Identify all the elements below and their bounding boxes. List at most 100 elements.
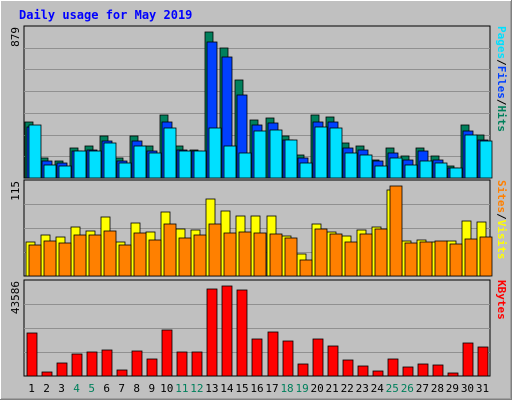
x-tick-label-15: 15 <box>235 382 248 395</box>
bar-kbytes-day-5: KBytes 5: 11500 <box>86 351 98 377</box>
bar-sites-day-6: Sites 6: 58 <box>103 230 117 277</box>
x-tick-label-29: 29 <box>446 382 459 395</box>
bar-sites-day-17: Sites 17: 54 <box>269 233 283 277</box>
bar-sites-day-20: Sites 20: 60 <box>314 228 328 277</box>
bar-pages-day-16: Pages 16: 280 <box>253 130 267 179</box>
x-tick-label-9: 9 <box>148 382 155 395</box>
bar-kbytes-day-1: KBytes 1: 21000 <box>26 332 38 377</box>
bar-sites-day-8: Sites 8: 55 <box>133 232 147 277</box>
bar-pages-day-15: Pages 15: 150 <box>238 152 252 179</box>
bar-sites-day-11: Sites 11: 48 <box>178 237 192 277</box>
x-tick-label-23: 23 <box>356 382 369 395</box>
legend-visits: Visits <box>495 220 508 260</box>
bar-pages-day-18: Pages 18: 230 <box>284 139 298 179</box>
bar-kbytes-day-25: KBytes 25: 8300 <box>387 358 399 377</box>
legend-visits-sites: Sites/Visits <box>495 180 508 260</box>
bar-sites-day-5: Sites 5: 52 <box>88 234 102 277</box>
legend-separator: / <box>495 99 508 106</box>
bar-kbytes-day-30: KBytes 30: 16000 <box>462 342 474 377</box>
x-tick-label-22: 22 <box>341 382 354 395</box>
bar-pages-day-26: Pages 26: 80 <box>404 164 418 179</box>
legend-separator: / <box>495 213 508 220</box>
bar-pages-day-14: Pages 14: 190 <box>223 145 237 179</box>
bar-pages-day-30: Pages 30: 260 <box>464 134 478 179</box>
panel-visits-sites: 115Visits 1: 44Visits 2: 52Visits 3: 50V… <box>9 179 508 277</box>
bar-kbytes-day-14: KBytes 14: 43500 <box>221 285 233 377</box>
bar-pages-day-2: Pages 2: 80 <box>43 164 57 179</box>
bar-kbytes-day-8: KBytes 8: 12000 <box>131 350 143 377</box>
bar-kbytes-day-22: KBytes 22: 7600 <box>342 359 354 377</box>
bar-sites-day-30: Sites 30: 47 <box>464 238 478 277</box>
x-tick-label-8: 8 <box>133 382 140 395</box>
bar-pages-day-8: Pages 8: 190 <box>133 145 147 179</box>
bar-pages-day-20: Pages 20: 310 <box>314 126 328 179</box>
bar-sites-day-2: Sites 2: 45 <box>43 240 57 277</box>
bar-pages-day-31: Pages 31: 220 <box>479 140 493 179</box>
bar-pages-day-11: Pages 11: 160 <box>178 150 192 179</box>
bar-kbytes-day-28: KBytes 28: 5500 <box>432 364 444 377</box>
bar-kbytes-day-2: KBytes 2: 2000 <box>41 371 53 377</box>
legend-hits-files-pages: Pages/Files/Hits <box>495 26 508 132</box>
bar-pages-day-17: Pages 17: 290 <box>269 129 283 179</box>
bar-sites-day-10: Sites 10: 66 <box>163 223 177 277</box>
bar-sites-day-21: Sites 21: 54 <box>329 233 343 277</box>
y-max-label: 43586 <box>9 281 22 314</box>
bar-kbytes-day-9: KBytes 9: 8000 <box>146 358 158 377</box>
bar-pages-day-25: Pages 25: 120 <box>389 157 403 179</box>
bar-kbytes-day-4: KBytes 4: 10500 <box>71 353 83 377</box>
bar-pages-day-6: Pages 6: 210 <box>103 142 117 179</box>
legend-kbytes: KBytes <box>495 280 508 320</box>
x-tick-label-10: 10 <box>160 382 173 395</box>
bar-sites-day-14: Sites 14: 55 <box>223 232 237 277</box>
bar-kbytes-day-16: KBytes 16: 17700 <box>251 338 263 377</box>
legend-sites: Sites <box>495 180 508 213</box>
bar-kbytes-day-13: KBytes 13: 42000 <box>206 288 218 377</box>
x-tick-label-16: 16 <box>250 382 263 395</box>
bar-kbytes-day-26: KBytes 26: 4200 <box>402 366 414 377</box>
bar-pages-day-7: Pages 7: 90 <box>118 162 132 179</box>
bar-sites-day-7: Sites 7: 40 <box>118 244 132 277</box>
x-tick-label-13: 13 <box>205 382 218 395</box>
x-tick-label-31: 31 <box>476 382 489 395</box>
y-max-label: 879 <box>9 27 22 47</box>
bar-kbytes-day-11: KBytes 11: 11500 <box>176 351 188 377</box>
x-tick-label-2: 2 <box>43 382 50 395</box>
bar-kbytes-day-19: KBytes 19: 6000 <box>297 363 309 377</box>
bar-kbytes-day-24: KBytes 24: 2200 <box>372 370 384 377</box>
legend-hits: Hits <box>495 106 508 133</box>
bar-pages-day-9: Pages 9: 150 <box>148 152 162 179</box>
x-tick-label-18: 18 <box>280 382 293 395</box>
x-tick-label-3: 3 <box>58 382 65 395</box>
bar-sites-day-1: Sites 1: 39 <box>28 244 42 277</box>
bar-sites-day-22: Sites 22: 44 <box>344 241 358 277</box>
legend-files: Files <box>495 66 508 99</box>
bar-sites-day-15: Sites 15: 56 <box>238 231 252 277</box>
bar-kbytes-day-21: KBytes 21: 14500 <box>327 345 339 377</box>
bar-sites-day-23: Sites 23: 54 <box>359 233 373 277</box>
bar-pages-day-1: Pages 1: 320 <box>28 124 42 179</box>
bar-sites-day-19: Sites 19: 20 <box>299 259 313 277</box>
x-tick-label-4: 4 <box>73 382 80 395</box>
x-tick-label-7: 7 <box>118 382 125 395</box>
x-tick-label-26: 26 <box>401 382 414 395</box>
bar-sites-day-27: Sites 27: 44 <box>419 241 433 277</box>
bar-sites-day-9: Sites 9: 46 <box>148 239 162 277</box>
bar-pages-day-13: Pages 13: 300 <box>208 127 222 179</box>
bar-sites-day-4: Sites 4: 52 <box>73 234 87 277</box>
bar-sites-day-16: Sites 16: 55 <box>253 232 267 277</box>
x-tick-label-24: 24 <box>371 382 385 395</box>
bar-pages-day-23: Pages 23: 140 <box>359 154 373 179</box>
bar-kbytes-day-3: KBytes 3: 6500 <box>56 362 68 377</box>
x-tick-label-17: 17 <box>265 382 278 395</box>
x-tick-label-20: 20 <box>311 382 324 395</box>
bar-pages-day-3: Pages 3: 70 <box>58 165 72 179</box>
x-tick-label-19: 19 <box>295 382 308 395</box>
bar-pages-day-19: Pages 19: 90 <box>299 162 313 179</box>
x-tick-label-30: 30 <box>461 382 474 395</box>
bar-kbytes-day-10: KBytes 10: 22500 <box>161 329 173 377</box>
bar-kbytes-day-23: KBytes 23: 5000 <box>357 365 369 377</box>
bar-sites-day-3: Sites 3: 42 <box>58 242 72 277</box>
bar-sites-day-29: Sites 29: 41 <box>449 243 463 277</box>
